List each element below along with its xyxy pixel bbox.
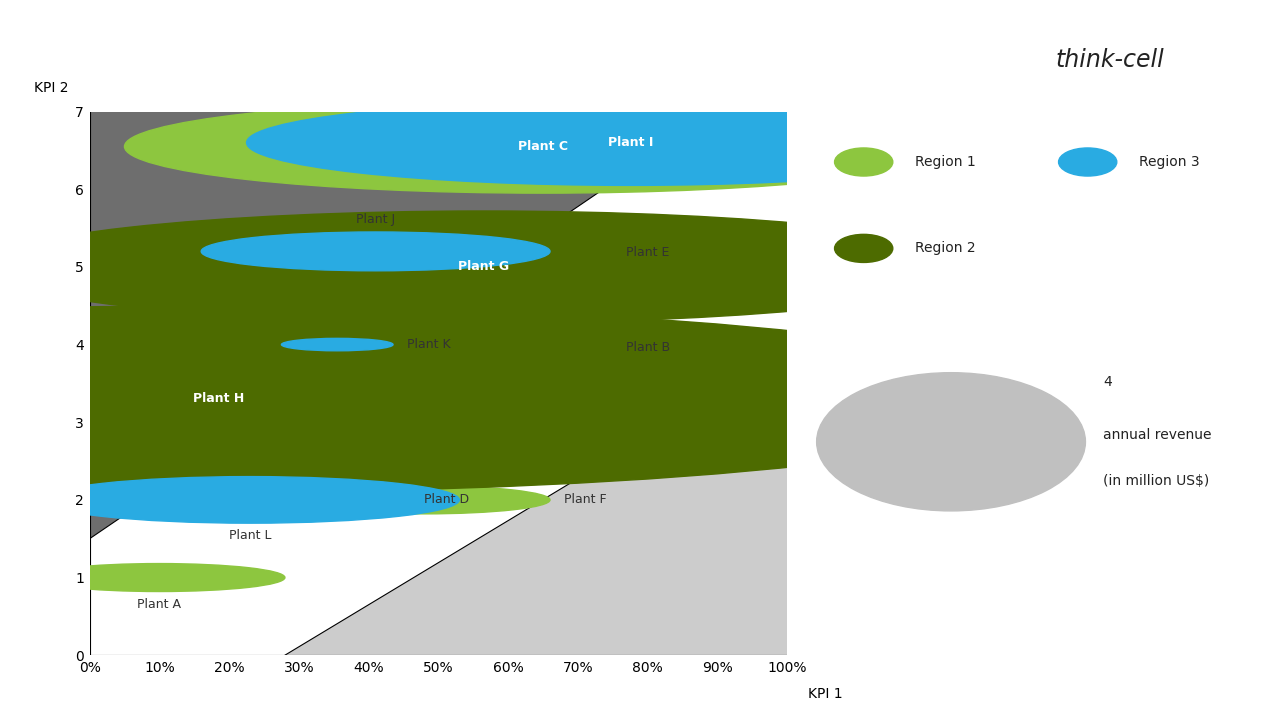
Circle shape	[124, 100, 961, 193]
Polygon shape	[90, 112, 718, 539]
Circle shape	[835, 234, 893, 262]
Polygon shape	[285, 112, 787, 655]
Circle shape	[201, 232, 550, 271]
Text: think-cell: think-cell	[1056, 48, 1165, 72]
Circle shape	[0, 211, 986, 323]
Text: Plant C: Plant C	[518, 140, 568, 153]
Text: (in million US$): (in million US$)	[1103, 474, 1210, 488]
Circle shape	[282, 338, 393, 351]
Circle shape	[187, 487, 411, 513]
Circle shape	[835, 148, 893, 176]
Text: Plant E: Plant E	[626, 246, 669, 259]
Circle shape	[300, 486, 550, 514]
Circle shape	[0, 306, 1056, 492]
Circle shape	[247, 100, 1014, 185]
Text: Region 1: Region 1	[915, 155, 975, 169]
Text: Region 2: Region 2	[915, 241, 975, 256]
Text: Plant G: Plant G	[458, 261, 509, 274]
Text: Plant K: Plant K	[407, 338, 451, 351]
Circle shape	[33, 564, 285, 592]
Text: Bubble chart: Bubble chart	[23, 43, 264, 76]
Circle shape	[1059, 148, 1116, 176]
Text: Plant B: Plant B	[626, 341, 669, 354]
Text: Plant J: Plant J	[356, 212, 396, 226]
Text: Plant F: Plant F	[564, 493, 607, 506]
Text: annual revenue: annual revenue	[1103, 428, 1212, 442]
Circle shape	[41, 477, 460, 523]
Text: Region 3: Region 3	[1139, 155, 1199, 169]
Circle shape	[817, 373, 1085, 511]
Text: KPI 2: KPI 2	[33, 81, 68, 95]
Text: Plant A: Plant A	[137, 598, 182, 611]
Circle shape	[494, 266, 801, 300]
Circle shape	[439, 360, 858, 407]
Text: KPI 1: KPI 1	[808, 687, 842, 701]
Text: Plant L: Plant L	[229, 529, 271, 542]
Text: 4: 4	[1103, 375, 1112, 389]
Text: Plant H: Plant H	[193, 392, 244, 405]
Text: Plant D: Plant D	[425, 493, 470, 506]
Text: Plant I: Plant I	[608, 136, 653, 149]
